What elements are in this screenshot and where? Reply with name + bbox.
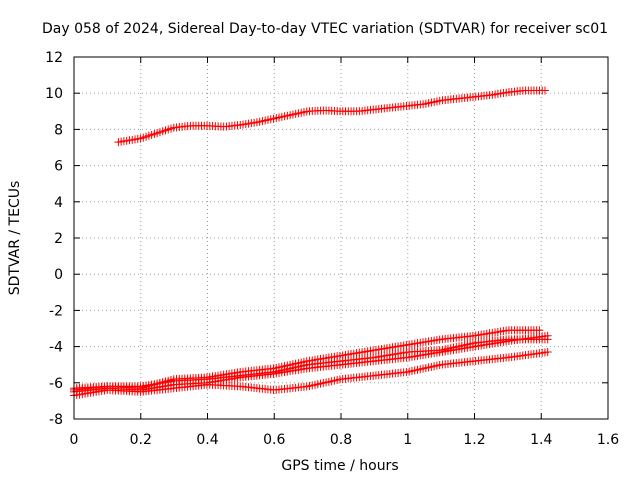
grid-layer <box>74 57 608 419</box>
plot-frame <box>73 56 609 420</box>
y-tick-label: -8 <box>49 412 63 428</box>
chart-title: Day 058 of 2024, Sidereal Day-to-day VTE… <box>42 21 608 37</box>
x-tick-label: 0.2 <box>130 432 152 448</box>
y-tick-label: 8 <box>54 122 63 138</box>
x-tick-label: 1.4 <box>530 432 552 448</box>
series-track-c <box>70 335 552 393</box>
series-layer <box>70 86 552 400</box>
x-tick-label: 0.4 <box>196 432 218 448</box>
data-point-marker <box>543 335 552 344</box>
x-tick-label: 0 <box>70 432 79 448</box>
series-track-d <box>70 348 552 400</box>
y-tick-label: -2 <box>49 303 63 319</box>
x-tick-label: 0.8 <box>330 432 352 448</box>
y-tick-label: 2 <box>54 231 63 247</box>
y-tick-label: 12 <box>45 50 63 66</box>
series-track-upper <box>114 86 549 147</box>
y-tick-label: 0 <box>54 267 63 283</box>
y-axis-label: SDTVAR / TECUs <box>7 181 23 296</box>
x-tick-label: 1.6 <box>597 432 619 448</box>
y-tick-label: 6 <box>54 159 63 175</box>
data-point-marker <box>540 86 549 95</box>
x-tick-label: 1 <box>403 432 412 448</box>
y-tick-label: 10 <box>45 86 63 102</box>
y-tick-label: -4 <box>49 340 63 356</box>
data-point-marker <box>543 348 552 357</box>
x-axis-label: GPS time / hours <box>281 458 398 474</box>
x-tick-label: 1.2 <box>463 432 485 448</box>
x-tick-label: 0.6 <box>263 432 285 448</box>
y-tick-label: 4 <box>54 195 63 211</box>
y-tick-label: -6 <box>49 376 63 392</box>
ticks-layer: 0 0.2 0.4 0.6 0.8 1 1.2 1.4 1.6 -8 -6 -4 -2 0 2 4 6 8 10 12 <box>45 50 619 448</box>
